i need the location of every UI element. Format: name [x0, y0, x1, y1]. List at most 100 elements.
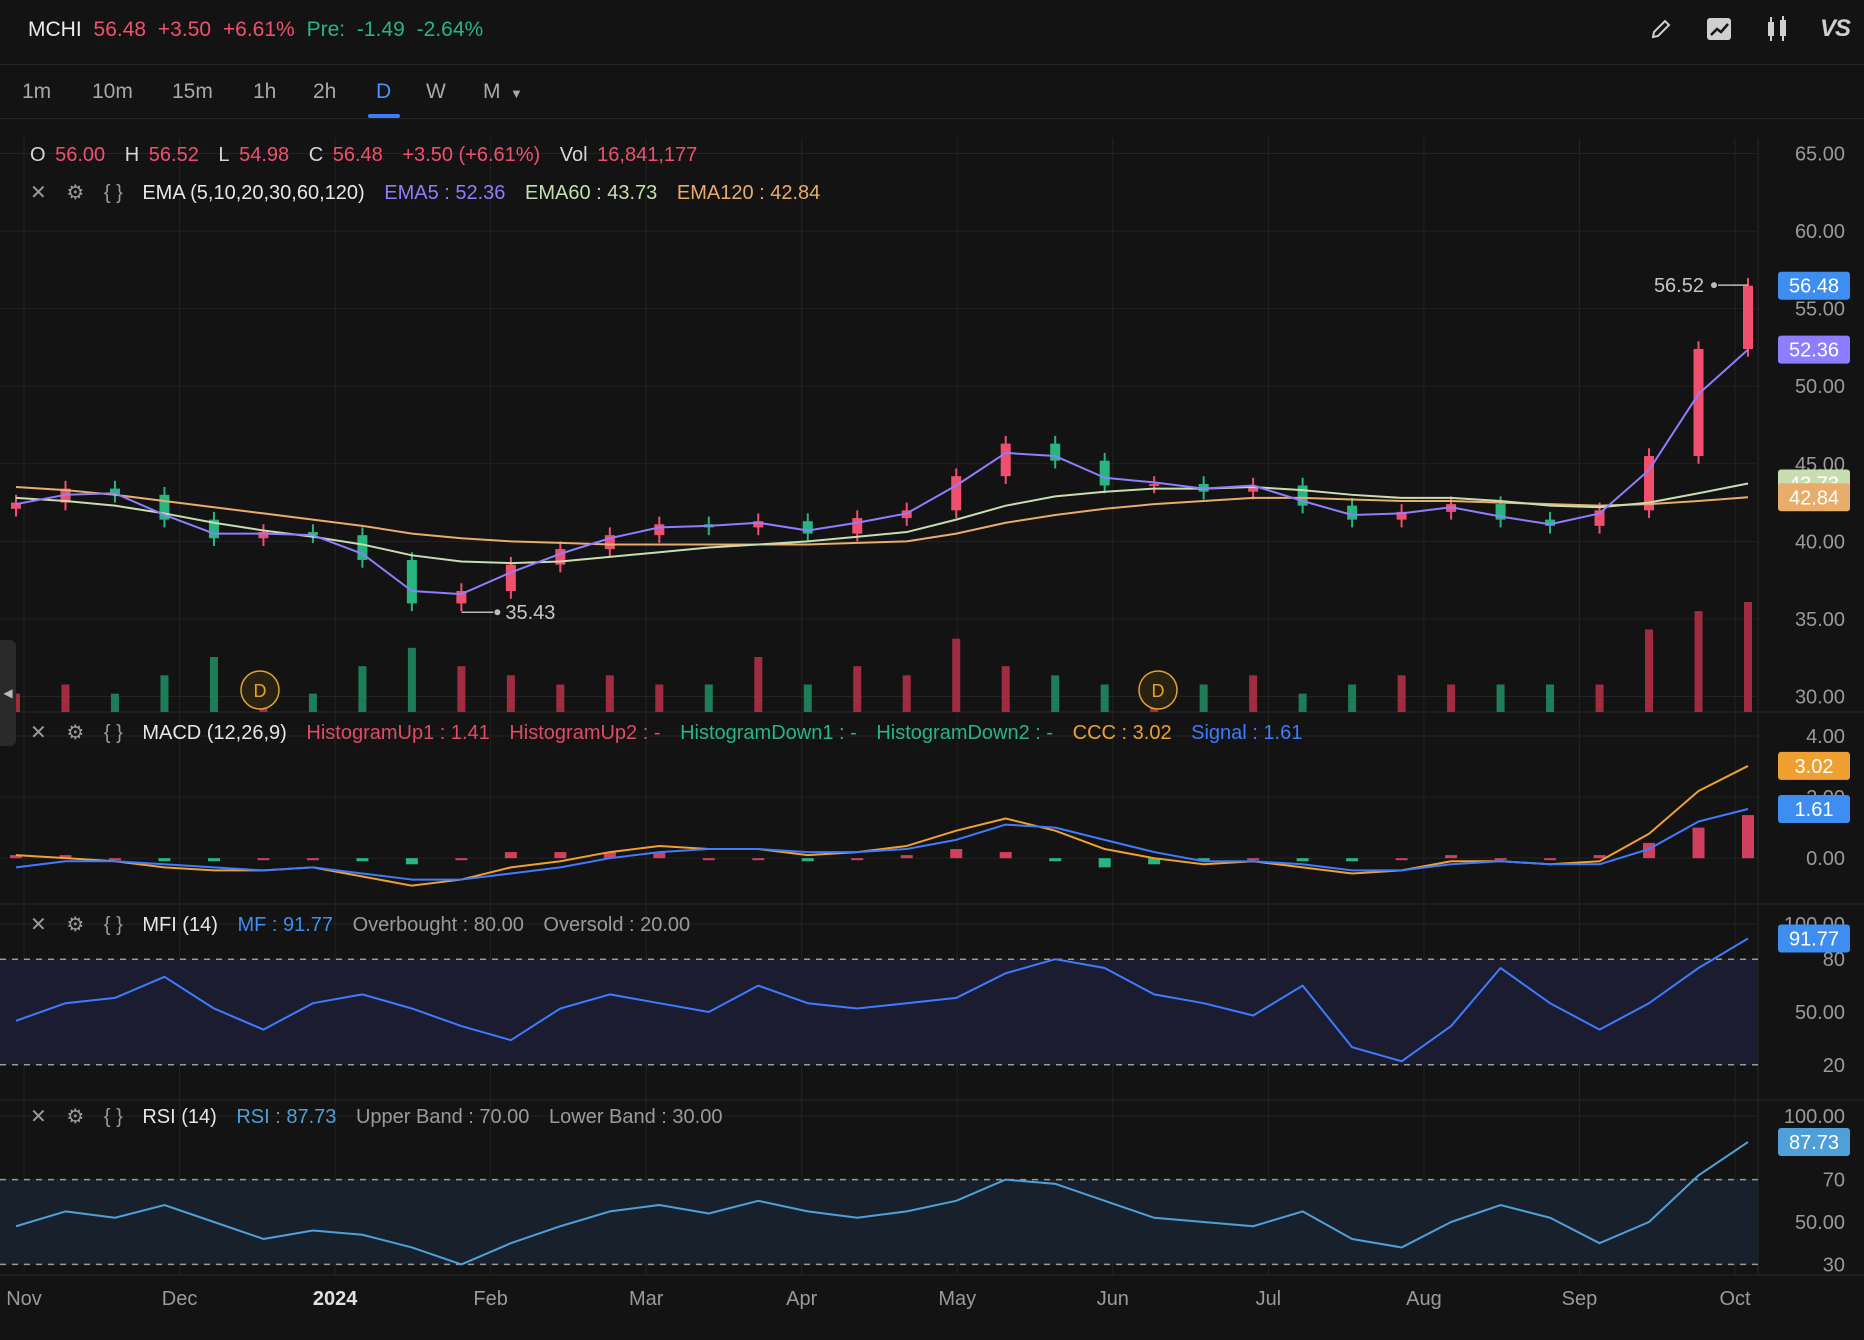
ticker-summary: MCHI 56.48 +3.50 +6.61% Pre: -1.49 -2.64…	[28, 18, 489, 42]
code-icon[interactable]: { }	[103, 182, 123, 204]
price-axis-tick-label: 35.00	[1795, 609, 1845, 631]
interval-2h[interactable]: 2h	[313, 80, 337, 103]
mfi-axis-tick-label: 20	[1823, 1055, 1845, 1077]
volume-bar	[1496, 684, 1505, 712]
macd-ccc-line	[15, 765, 1749, 887]
ema120-value: EMA120 : 42.84	[676, 182, 821, 204]
premarket-change-pct: -2.64%	[416, 18, 484, 41]
gear-icon[interactable]: ⚙	[66, 914, 85, 936]
macd-histogram-bar	[59, 855, 72, 859]
volume-bar	[1694, 611, 1703, 712]
ticker-change-pct: +6.61%	[222, 18, 295, 41]
ema5-line	[15, 348, 1749, 596]
macd-histogram-bar	[1692, 827, 1705, 859]
volume-bar	[506, 675, 515, 712]
close-icon[interactable]: ✕	[30, 722, 47, 744]
code-icon[interactable]: { }	[103, 914, 123, 936]
volume-bar	[1397, 675, 1406, 712]
volume-bar	[61, 684, 70, 712]
macd-signal: Signal : 1.61	[1191, 722, 1303, 744]
rsi-line	[15, 1141, 1749, 1266]
candlestick-icon[interactable]	[1762, 14, 1792, 44]
candle-body	[406, 559, 417, 604]
code-icon[interactable]: { }	[103, 1106, 123, 1128]
x-axis-tick-label: Jun	[1097, 1288, 1129, 1310]
collapse-panel-handle[interactable]: ◀	[0, 640, 16, 746]
mfi-value: MF : 91.77	[237, 914, 334, 936]
interval-15m[interactable]: 15m	[172, 80, 213, 103]
gear-icon[interactable]: ⚙	[66, 722, 85, 744]
macd-histogram-bar	[158, 858, 171, 862]
ticker-symbol[interactable]: MCHI	[28, 18, 82, 41]
chart-area[interactable]: Nov Dec 2024 Feb Mar Apr May Jun Jul Aug Sep Oct 65.…	[0, 118, 1864, 1340]
macd-ccc: CCC : 3.02	[1072, 722, 1172, 744]
candle-body	[852, 518, 863, 534]
volume-bar	[952, 638, 961, 712]
x-axis-tick-label: Dec	[162, 1288, 198, 1310]
rsi-lower-band: Lower Band : 30.00	[549, 1106, 723, 1128]
close-value: 56.48	[332, 144, 383, 166]
interval-1h[interactable]: 1h	[253, 80, 277, 103]
mfi-oversold: Oversold : 20.00	[543, 914, 691, 936]
macd-histogram-bar	[207, 858, 220, 862]
price-tag-rsi: 87.73	[1789, 1132, 1839, 1154]
price-axis-tick-label: 30.00	[1795, 686, 1845, 708]
price-tag-last-bg	[1778, 271, 1850, 300]
candle-body	[1644, 456, 1655, 511]
macd-histogram-bar	[108, 858, 121, 861]
premarket-label: Pre:	[306, 18, 346, 41]
active-interval-indicator	[368, 114, 400, 118]
close-icon[interactable]: ✕	[30, 1106, 47, 1128]
candle-body	[555, 549, 566, 565]
gear-icon[interactable]: ⚙	[66, 182, 85, 204]
code-icon[interactable]: { }	[103, 722, 123, 744]
macd-hist-down1: HistogramDown1 : -	[680, 722, 857, 744]
candle-body	[456, 590, 467, 604]
macd-histogram-bar	[1098, 858, 1111, 868]
macd-histogram-bar	[851, 858, 864, 861]
macd-histogram-bar	[1445, 855, 1458, 859]
interval-w[interactable]: W	[426, 80, 446, 103]
volume-bar	[556, 684, 565, 712]
macd-histogram-bar	[306, 858, 319, 861]
rsi-axis-tick-label: 50.00	[1795, 1212, 1845, 1234]
macd-histogram-bar	[1544, 858, 1557, 861]
macd-histogram-bar	[1148, 858, 1161, 865]
line-chart-icon[interactable]	[1704, 14, 1734, 44]
mfi-overbought: Overbought : 80.00	[352, 914, 524, 936]
price-axis-tick-label: 55.00	[1795, 299, 1845, 321]
volume-bar	[160, 675, 169, 712]
volume-bar	[655, 684, 664, 712]
volume-bar	[457, 666, 466, 712]
ema5-value: EMA5 : 52.36	[384, 182, 506, 204]
macd-histogram-bar	[999, 852, 1012, 859]
gear-icon[interactable]: ⚙	[66, 1106, 85, 1128]
x-axis-tick-label: May	[938, 1288, 976, 1310]
interval-bar: 1m 10m 15m 1h 2h D W M ▼	[0, 64, 1864, 119]
price-tag-last: 56.48	[1789, 276, 1839, 298]
mfi-line	[15, 937, 1749, 1063]
high-marker-dot	[1711, 282, 1717, 289]
interval-10m[interactable]: 10m	[92, 80, 133, 103]
mfi-legend: ✕ ⚙ { } MFI (14) MF : 91.77 Overbought :…	[30, 912, 704, 937]
x-axis-tick-label: Sep	[1562, 1288, 1598, 1310]
rsi-legend: ✕ ⚙ { } RSI (14) RSI : 87.73 Upper Band …	[30, 1104, 736, 1129]
compare-button[interactable]: VS	[1820, 15, 1851, 42]
close-icon[interactable]: ✕	[30, 182, 47, 204]
volume-bar	[1249, 675, 1258, 712]
volume-bar	[1546, 684, 1555, 712]
volume-bar	[1001, 666, 1010, 712]
volume-bar	[110, 693, 119, 712]
low-value: 54.98	[239, 144, 290, 166]
interval-d[interactable]: D	[376, 80, 392, 103]
dividend-marker	[1138, 670, 1178, 710]
close-icon[interactable]: ✕	[30, 914, 47, 936]
macd-histogram-bar	[10, 855, 22, 859]
chevron-down-icon[interactable]: ▼	[510, 86, 523, 101]
price-tag-macd-signal-bg	[1778, 795, 1850, 824]
interval-1m[interactable]: 1m	[22, 80, 52, 103]
candle-body	[258, 532, 269, 539]
interval-m[interactable]: M	[483, 80, 501, 103]
price-tag-macd-ccc: 3.02	[1795, 756, 1834, 778]
pencil-icon[interactable]	[1646, 14, 1676, 44]
